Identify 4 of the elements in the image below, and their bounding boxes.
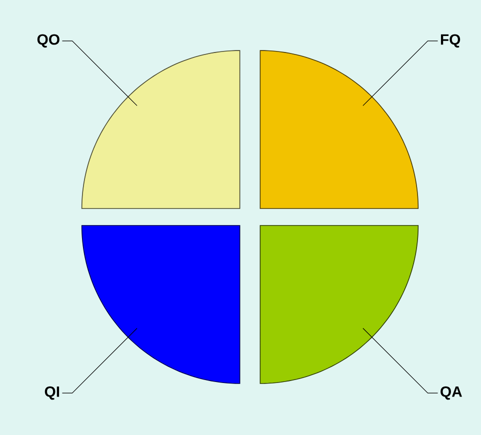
slice-label: QA (440, 386, 462, 400)
slice-label: QO (37, 34, 60, 48)
slice-label: QI (44, 386, 60, 400)
slice-label: FQ (440, 34, 460, 48)
